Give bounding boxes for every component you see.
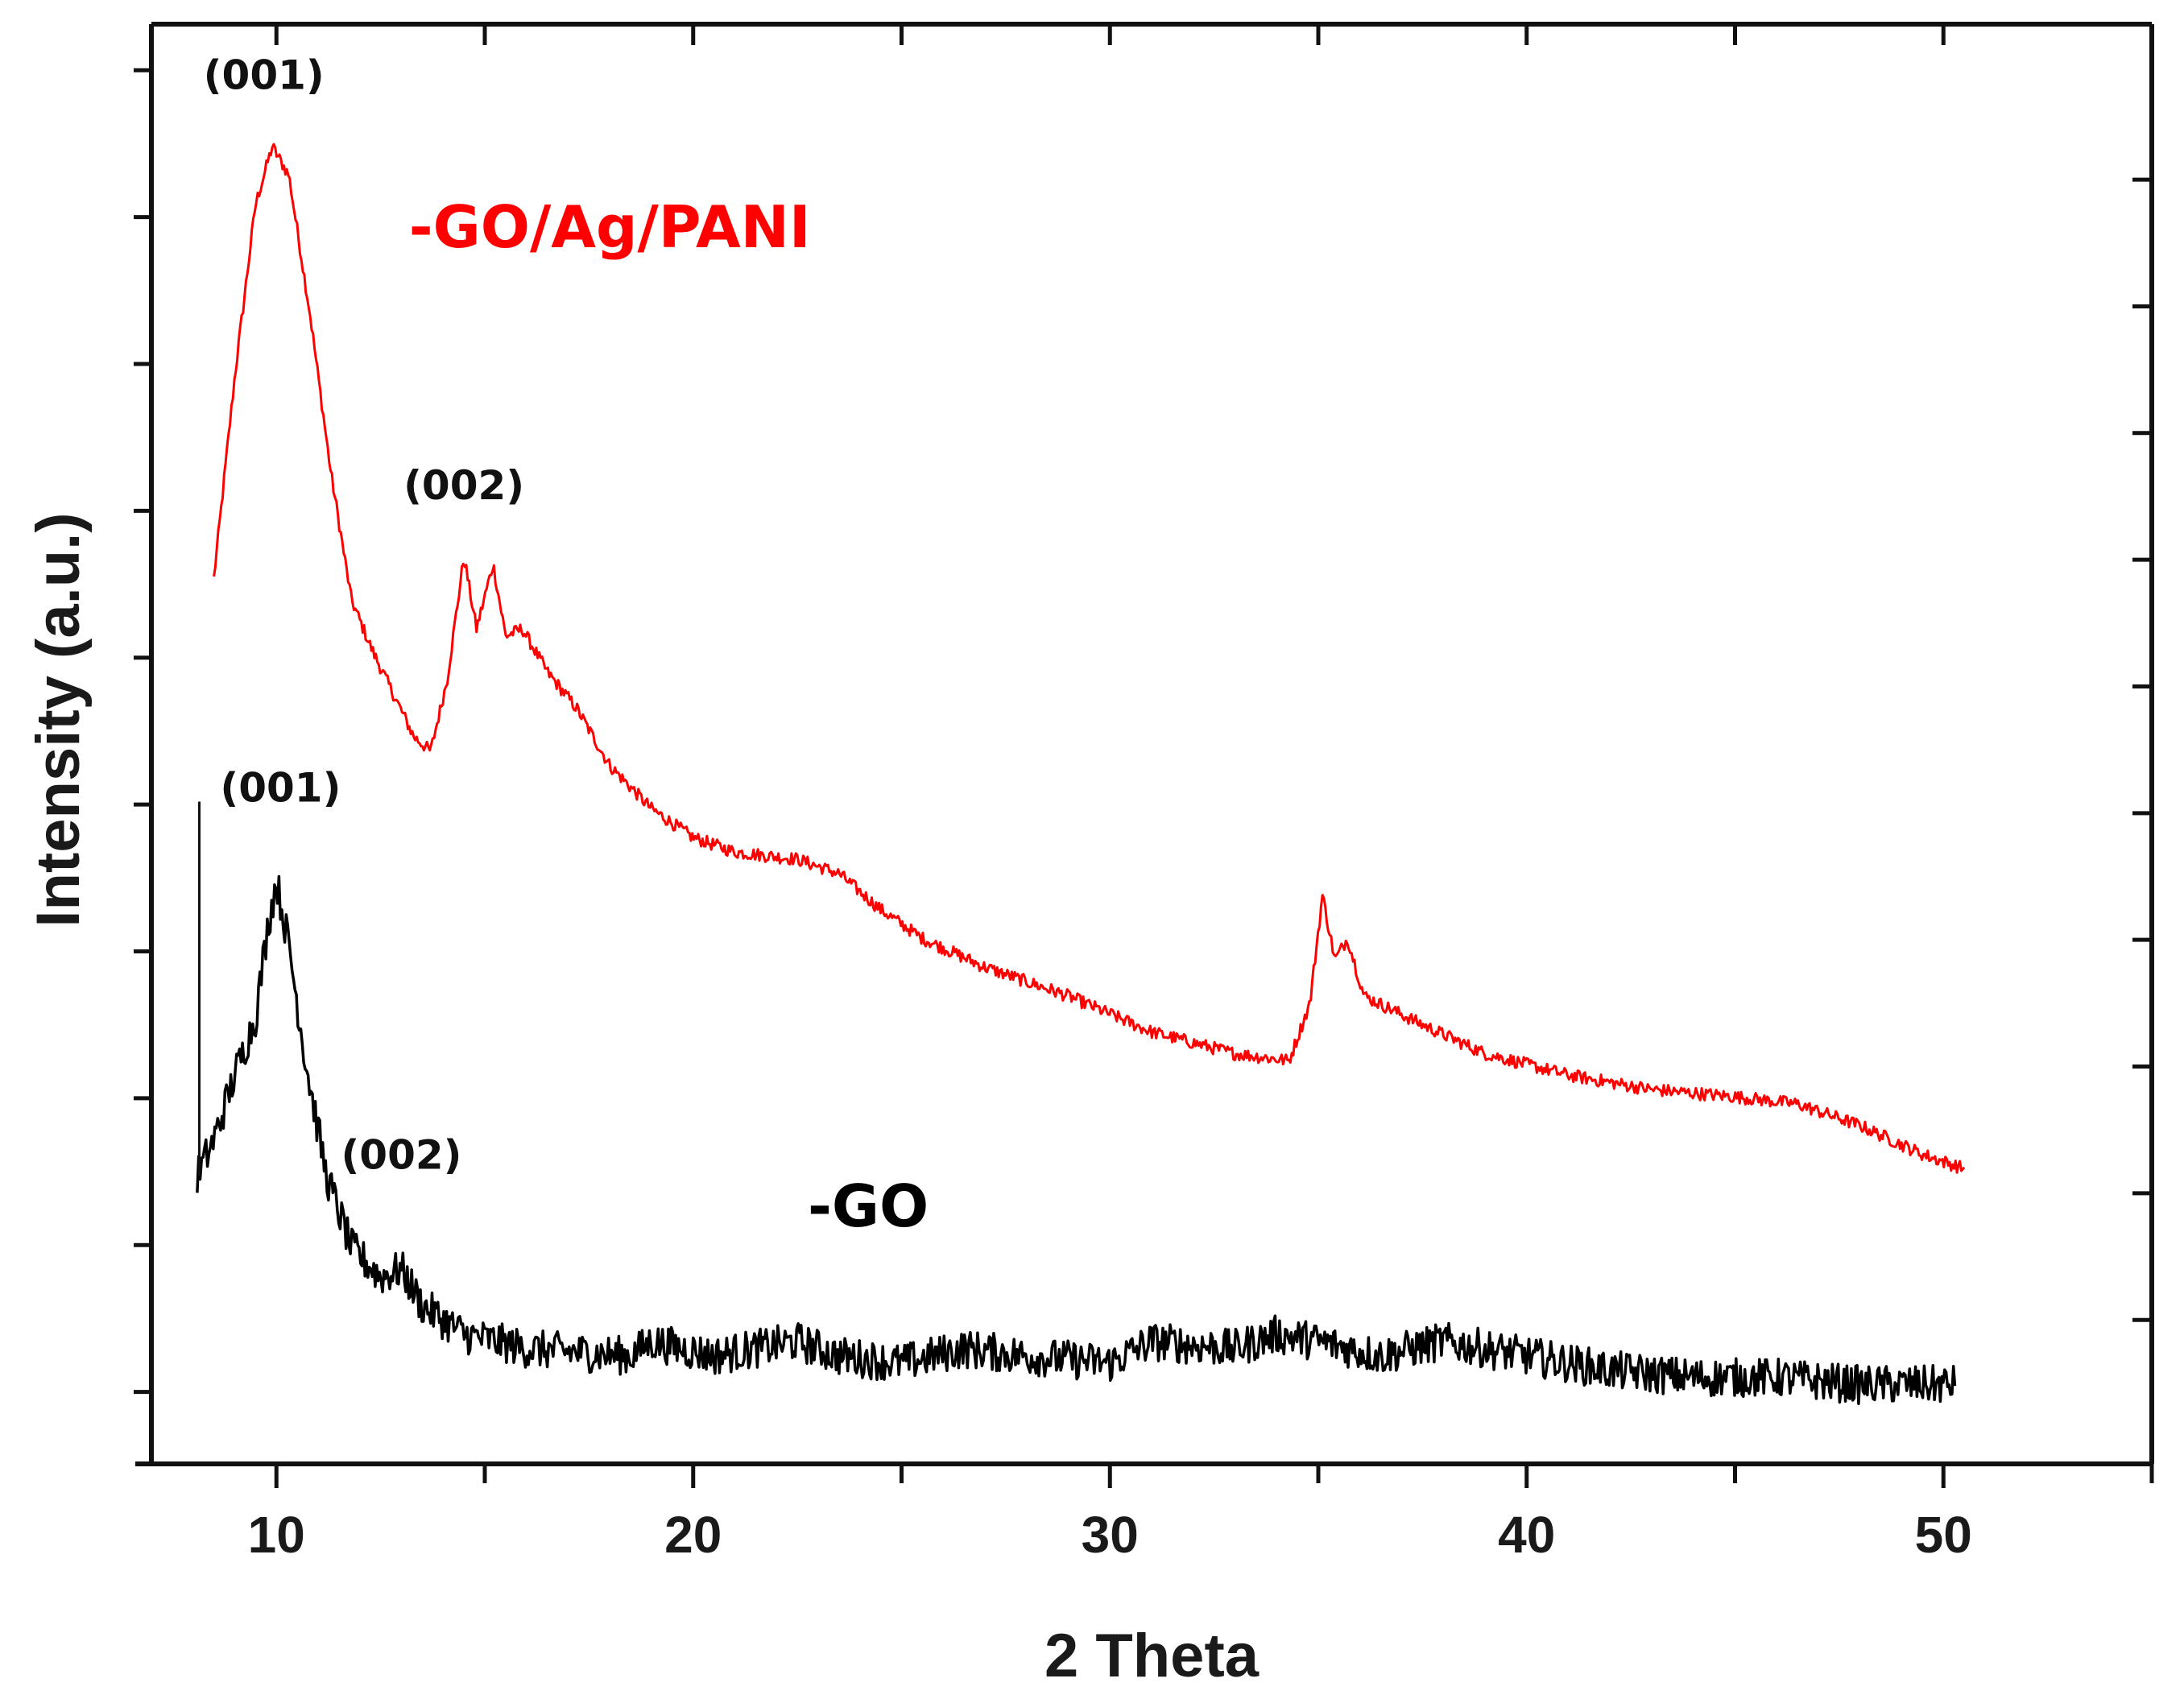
plot-area: [196, 143, 1966, 1405]
x-axis-title: 2 Theta: [1044, 1622, 1260, 1690]
x-tick-label: 10: [248, 1506, 305, 1564]
peak-annotation: (002): [341, 1131, 461, 1178]
series-label: -GO/Ag/PANI: [409, 193, 811, 261]
x-tick-label: 20: [664, 1506, 722, 1564]
peak-annotation: (001): [204, 52, 325, 98]
axes: 10 20 30 40 50: [134, 22, 2154, 1564]
peak-annotation: (001): [220, 765, 341, 812]
y-axis-title: Intensity (a.u.): [24, 512, 93, 927]
series-label: -GO: [808, 1172, 929, 1240]
series-line: [196, 874, 1957, 1405]
x-tick-label: 40: [1498, 1506, 1555, 1564]
chart-text: 2 Theta Intensity (a.u.) (001) (002) (001)…: [24, 52, 1260, 1690]
x-tick-label: 30: [1082, 1506, 1139, 1564]
peak-annotation: (002): [403, 462, 524, 509]
x-tick-label: 50: [1915, 1506, 1972, 1564]
series-line: [213, 143, 1966, 1174]
